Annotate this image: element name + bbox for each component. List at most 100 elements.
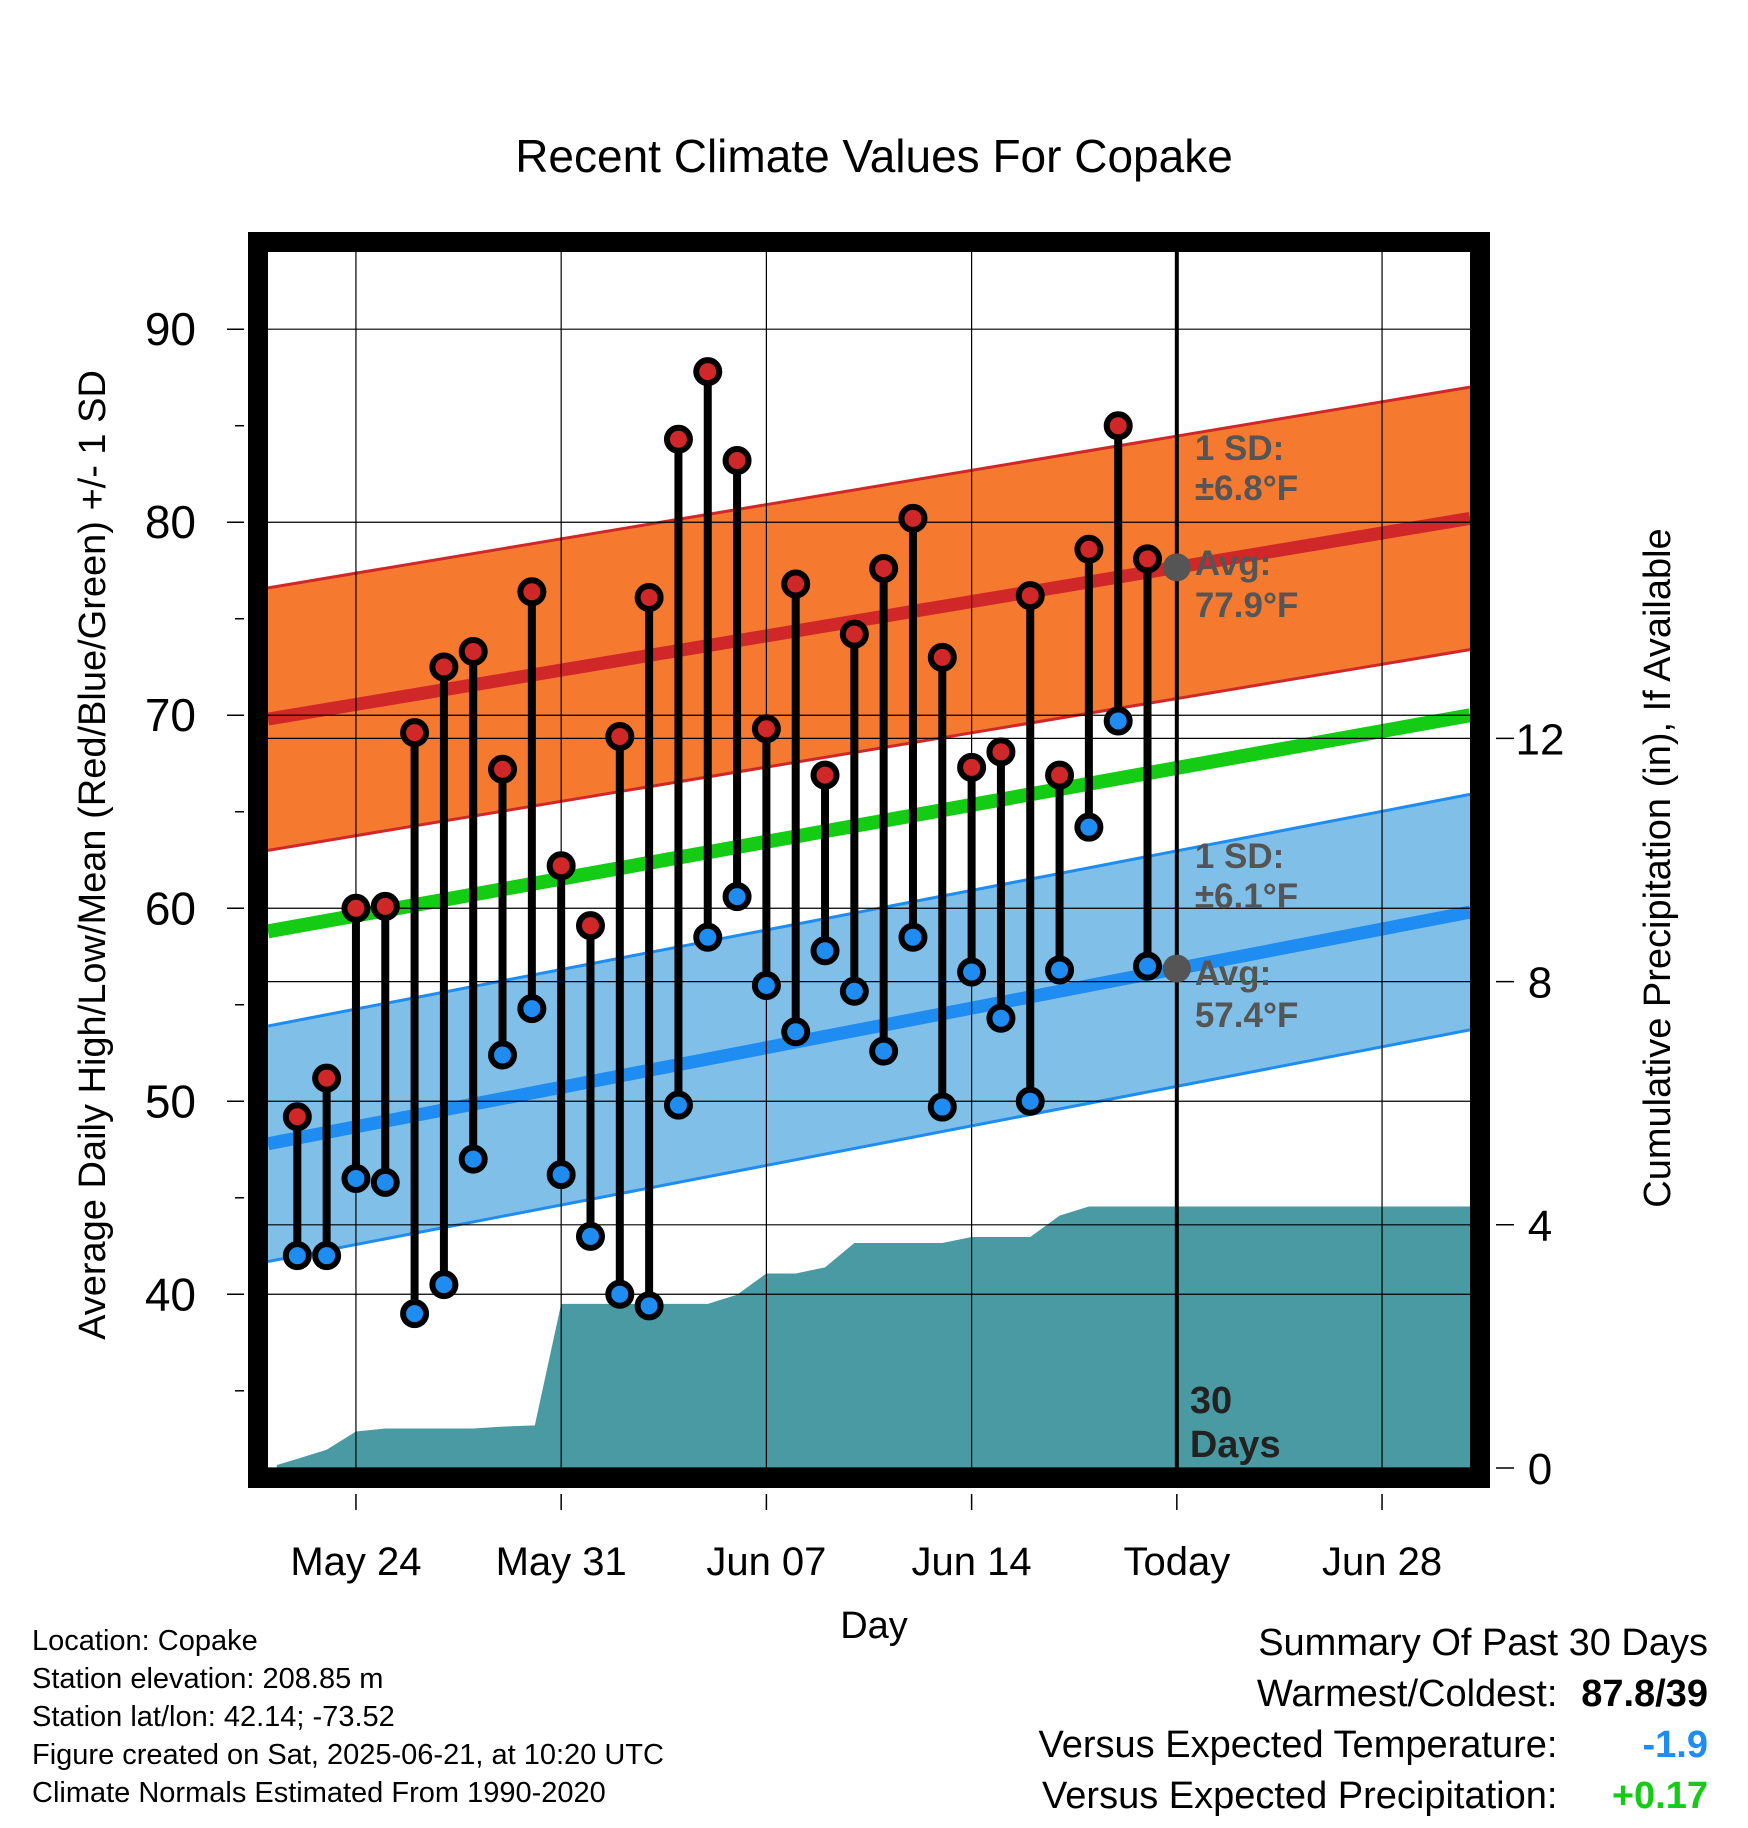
- daily-high-point: [663, 424, 693, 454]
- precip-value: +0.17: [1611, 1775, 1708, 1817]
- daily-low-point: [282, 1241, 312, 1271]
- low-sd-band-lower-edge: [268, 1028, 1470, 1263]
- low-sd-value: ±6.1°F: [1195, 877, 1298, 916]
- y-tick-label: 60: [145, 882, 196, 934]
- temp-label: Versus Expected Temperature:: [1038, 1724, 1558, 1766]
- daily-high-point: [429, 652, 459, 682]
- daily-high-point: [1045, 760, 1075, 790]
- daily-low-point: [986, 1003, 1016, 1033]
- summary-title: Summary Of Past 30 Days: [1258, 1622, 1708, 1664]
- daily-low-point: [458, 1144, 488, 1174]
- y2-tick-label: 8: [1528, 959, 1552, 1008]
- daily-low-point: [1015, 1086, 1045, 1116]
- summary-panel: Summary Of Past 30 Days Warmest/Coldest:…: [1039, 1618, 1708, 1822]
- daily-low-point: [869, 1036, 899, 1066]
- warmest-value: 87.8/39: [1581, 1673, 1708, 1715]
- daily-low-point: [1045, 955, 1075, 985]
- daily-high-point: [869, 554, 899, 584]
- low-sd-label: 1 SD:: [1195, 837, 1284, 876]
- daily-low-point: [575, 1221, 605, 1251]
- y-tick-label: 90: [145, 303, 196, 355]
- daily-low-point: [1074, 812, 1104, 842]
- daily-high-point: [722, 445, 752, 475]
- x-axis-label: Day: [840, 1605, 908, 1647]
- chart-title: Recent Climate Values For Copake: [515, 130, 1233, 182]
- y-tick-label: 70: [145, 689, 196, 741]
- normals-text: Climate Normals Estimated From 1990-2020: [32, 1777, 606, 1809]
- daily-high-point: [810, 760, 840, 790]
- high-avg-value: 77.9°F: [1195, 586, 1299, 625]
- low-avg-label: Avg:: [1195, 954, 1271, 993]
- daily-low-point: [370, 1167, 400, 1197]
- plot-frame: [248, 232, 1490, 1488]
- daily-high-point: [1103, 411, 1133, 441]
- x-tick-label: Jun 07: [706, 1540, 826, 1584]
- daily-low-point: [634, 1291, 664, 1321]
- daily-high-point: [282, 1102, 312, 1132]
- daily-high-point: [986, 737, 1016, 767]
- high-avg-label: Avg:: [1195, 544, 1271, 583]
- daily-low-point: [341, 1163, 371, 1193]
- low-sd-band-upper-edge: [268, 792, 1470, 1028]
- y-tick-label: 50: [145, 1075, 196, 1127]
- daily-low-point: [781, 1017, 811, 1047]
- y-tick-label: 80: [145, 496, 196, 548]
- daily-high-point: [488, 754, 518, 784]
- x-tick-label: Jun 28: [1322, 1540, 1442, 1584]
- daily-high-point: [634, 582, 664, 612]
- daily-low-point: [1133, 951, 1163, 981]
- high-sd-value: ±6.8°F: [1195, 469, 1298, 508]
- summary-precip: Versus Expected Precipitation: +0.17: [1039, 1771, 1708, 1822]
- daily-low-point: [898, 922, 928, 952]
- daily-high-point: [839, 619, 869, 649]
- high-sd-label: 1 SD:: [1195, 429, 1284, 468]
- daily-high-point: [957, 752, 987, 782]
- daily-high-point: [927, 642, 957, 672]
- y2-axis-label: Cumulative Precipitation (in), If Availa…: [1637, 528, 1679, 1207]
- daily-high-point: [1015, 581, 1045, 611]
- daily-low-point: [400, 1299, 430, 1329]
- precip-label: Versus Expected Precipitation:: [1042, 1775, 1558, 1817]
- daily-low-point: [663, 1090, 693, 1120]
- daily-high-point: [458, 637, 488, 667]
- daily-high-point: [1133, 544, 1163, 574]
- daily-low-point: [546, 1160, 576, 1190]
- station-info: Location: Copake Station elevation: 208.…: [32, 1622, 664, 1812]
- x-tick-label: May 31: [496, 1540, 627, 1584]
- daily-low-point: [722, 882, 752, 912]
- x-tick-label: Today: [1123, 1540, 1230, 1584]
- daily-high-point: [575, 911, 605, 941]
- y-tick-label: 40: [145, 1268, 196, 1320]
- daily-low-point: [605, 1279, 635, 1309]
- daily-low-point: [429, 1270, 459, 1300]
- daily-high-point: [400, 718, 430, 748]
- warmest-label: Warmest/Coldest:: [1256, 1673, 1558, 1715]
- mean-normal-line: [268, 708, 1470, 939]
- y2-tick-label: 12: [1516, 715, 1565, 764]
- daily-high-point: [781, 569, 811, 599]
- daily-high-point: [898, 503, 928, 533]
- location-text: Location: Copake: [32, 1625, 258, 1657]
- x-tick-label: May 24: [290, 1540, 421, 1584]
- daily-high-point: [546, 851, 576, 881]
- daily-low-point: [517, 994, 547, 1024]
- daily-low-point: [312, 1241, 342, 1271]
- high-sd-band-lower-edge: [268, 648, 1470, 852]
- created-text: Figure created on Sat, 2025-06-21, at 10…: [32, 1739, 664, 1771]
- daily-low-point: [488, 1040, 518, 1070]
- daily-low-point: [957, 957, 987, 987]
- days-label: Days: [1190, 1424, 1281, 1466]
- elevation-text: Station elevation: 208.85 m: [32, 1663, 384, 1695]
- daily-low-point: [751, 970, 781, 1000]
- daily-high-point: [693, 357, 723, 387]
- y2-tick-label: 0: [1528, 1445, 1552, 1494]
- days-label: 30: [1190, 1380, 1232, 1422]
- y-axis-label: Average Daily High/Low/Mean (Red/Blue/Gr…: [72, 370, 114, 1340]
- daily-high-point: [751, 714, 781, 744]
- low-avg-value: 57.4°F: [1195, 996, 1299, 1035]
- y2-tick-label: 4: [1528, 1202, 1552, 1251]
- daily-high-point: [605, 721, 635, 751]
